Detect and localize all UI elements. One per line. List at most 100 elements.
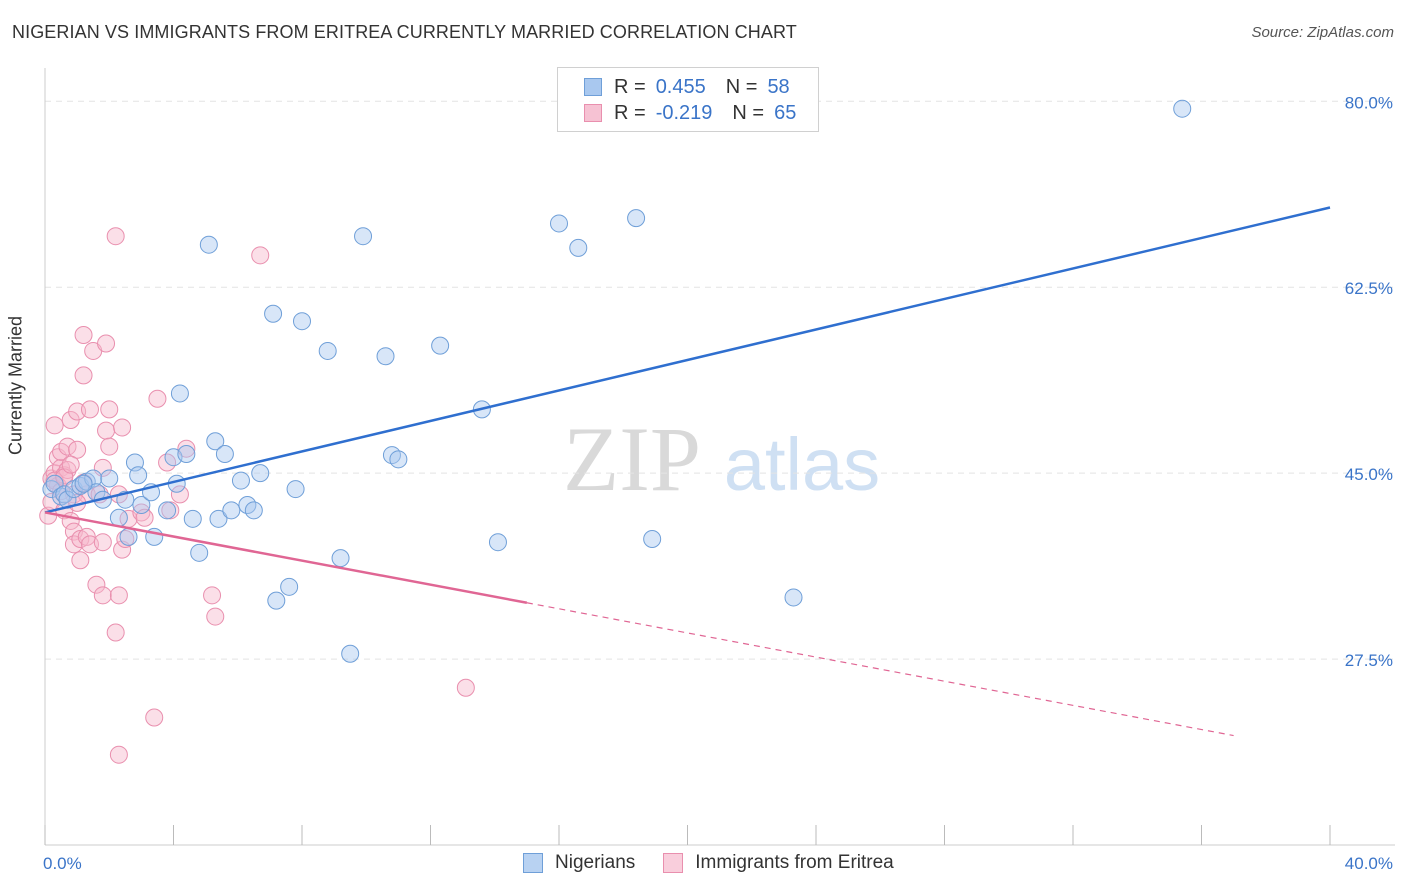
nigerian-point <box>784 588 803 607</box>
eritrea-point <box>58 437 77 456</box>
eritrea-point <box>251 246 270 265</box>
stats-row-eritrea: R = -0.219 N = 65 <box>584 101 796 125</box>
nigerian-point <box>331 549 350 568</box>
legend-item-eritrea[interactable]: Immigrants from Eritrea <box>663 852 894 874</box>
nigerian-point <box>264 304 283 323</box>
y-tick-label: 62.5% <box>1345 279 1393 298</box>
nigerian-point <box>431 336 450 355</box>
nigerian-point <box>109 508 128 527</box>
nigerian-point <box>190 543 209 562</box>
nigerian-point <box>389 450 408 469</box>
nigerians-swatch <box>584 78 602 96</box>
nigerian-point <box>206 432 225 451</box>
y-tick-label: 80.0% <box>1345 93 1393 112</box>
y-axis-label: Currently Married <box>5 315 26 455</box>
eritrea-point <box>109 586 128 605</box>
nigerian-point <box>100 469 119 488</box>
nigerian-point <box>569 238 588 257</box>
eritrea-trend-line <box>44 511 528 604</box>
legend-item-nigerians[interactable]: Nigerians <box>523 852 635 874</box>
eritrea-point <box>74 326 93 344</box>
eritrea-legend-swatch <box>663 853 684 873</box>
eritrea-point <box>106 227 125 246</box>
r-label: R = <box>614 75 646 98</box>
eritrea-point <box>93 586 112 605</box>
eritrea-point <box>148 389 167 408</box>
nigerian-point <box>199 235 218 254</box>
trend-lines <box>44 206 1331 737</box>
eritrea-point <box>113 418 132 437</box>
r-value: 0.455 <box>655 75 706 98</box>
r-value: -0.219 <box>655 101 713 124</box>
nigerian-point <box>376 347 395 366</box>
eritrea-point <box>177 439 196 458</box>
nigerian-point <box>1173 99 1192 118</box>
gridlines <box>45 100 1395 660</box>
eritrea-trend-extension <box>526 602 1234 737</box>
eritrea-point <box>74 366 93 385</box>
eritrea-point <box>97 421 116 440</box>
watermark-atlas: atlas <box>724 423 880 506</box>
eritrea-point <box>80 400 99 419</box>
nigerian-point <box>280 577 299 596</box>
eritrea-point <box>68 440 87 459</box>
eritrea-point <box>109 745 128 764</box>
eritrea-point <box>87 575 106 594</box>
nigerian-point <box>222 501 241 520</box>
n-value: 65 <box>774 101 797 124</box>
nigerian-point <box>119 527 138 546</box>
nigerian-point <box>627 209 646 228</box>
eritrea-point <box>206 607 225 626</box>
axes <box>44 68 1395 846</box>
nigerian-point <box>132 496 151 514</box>
nigerian-point <box>293 312 311 331</box>
eritrea-point <box>132 503 151 522</box>
eritrea-point <box>61 455 80 474</box>
eritrea-swatch <box>584 104 602 122</box>
nigerian-point <box>251 464 270 483</box>
nigerian-points <box>42 99 1192 663</box>
nigerian-point <box>183 509 202 528</box>
nigerians-legend-swatch <box>523 853 543 873</box>
eritrea-point <box>170 485 189 504</box>
r-label: R = <box>614 101 646 124</box>
n-value: 58 <box>767 75 790 98</box>
legend-label-eritrea: Immigrants from Eritrea <box>695 852 894 873</box>
series-legend: Nigerians Immigrants from Eritrea <box>523 852 922 874</box>
watermark: ZIP atlas <box>563 408 880 510</box>
eritrea-point <box>71 530 90 548</box>
nigerian-point <box>84 469 103 488</box>
eritrea-point <box>456 678 475 697</box>
nigerian-point <box>318 341 337 360</box>
legend-label-nigerians: Nigerians <box>555 852 636 873</box>
nigerian-point <box>286 480 305 499</box>
eritrea-points <box>39 227 475 764</box>
eritrea-point <box>71 551 90 570</box>
stats-row-nigerians: R = 0.455 N = 58 <box>584 75 790 99</box>
nigerian-point <box>231 471 250 490</box>
nigerian-point <box>177 445 196 463</box>
eritrea-point <box>106 623 125 642</box>
eritrea-point <box>100 437 119 456</box>
eritrea-point <box>116 530 135 548</box>
nigerian-point <box>215 445 234 463</box>
nigerian-point <box>643 530 662 548</box>
eritrea-point <box>145 708 164 727</box>
watermark-zip: ZIP <box>563 408 701 510</box>
n-label: N = <box>732 101 765 124</box>
y-tick-label: 45.0% <box>1345 465 1393 484</box>
nigerian-point <box>550 214 568 233</box>
x-tick-label: 0.0% <box>43 854 82 873</box>
eritrea-point <box>97 334 116 353</box>
source-label: Source: ZipAtlas.com <box>1251 24 1394 41</box>
nigerian-point <box>341 644 360 663</box>
nigerian-point <box>170 384 189 403</box>
stats-legend: R = 0.455 N = 58 R = -0.219 N = 65 <box>557 67 819 132</box>
nigerian-point <box>354 227 373 246</box>
nigerian-point <box>74 474 93 493</box>
axis-ticks: 27.5% 45.0% 62.5% 80.0% 0.0% 40.0% <box>43 93 1393 873</box>
nigerian-point <box>158 501 177 520</box>
nigerian-point <box>244 501 263 520</box>
eritrea-point <box>203 586 222 605</box>
